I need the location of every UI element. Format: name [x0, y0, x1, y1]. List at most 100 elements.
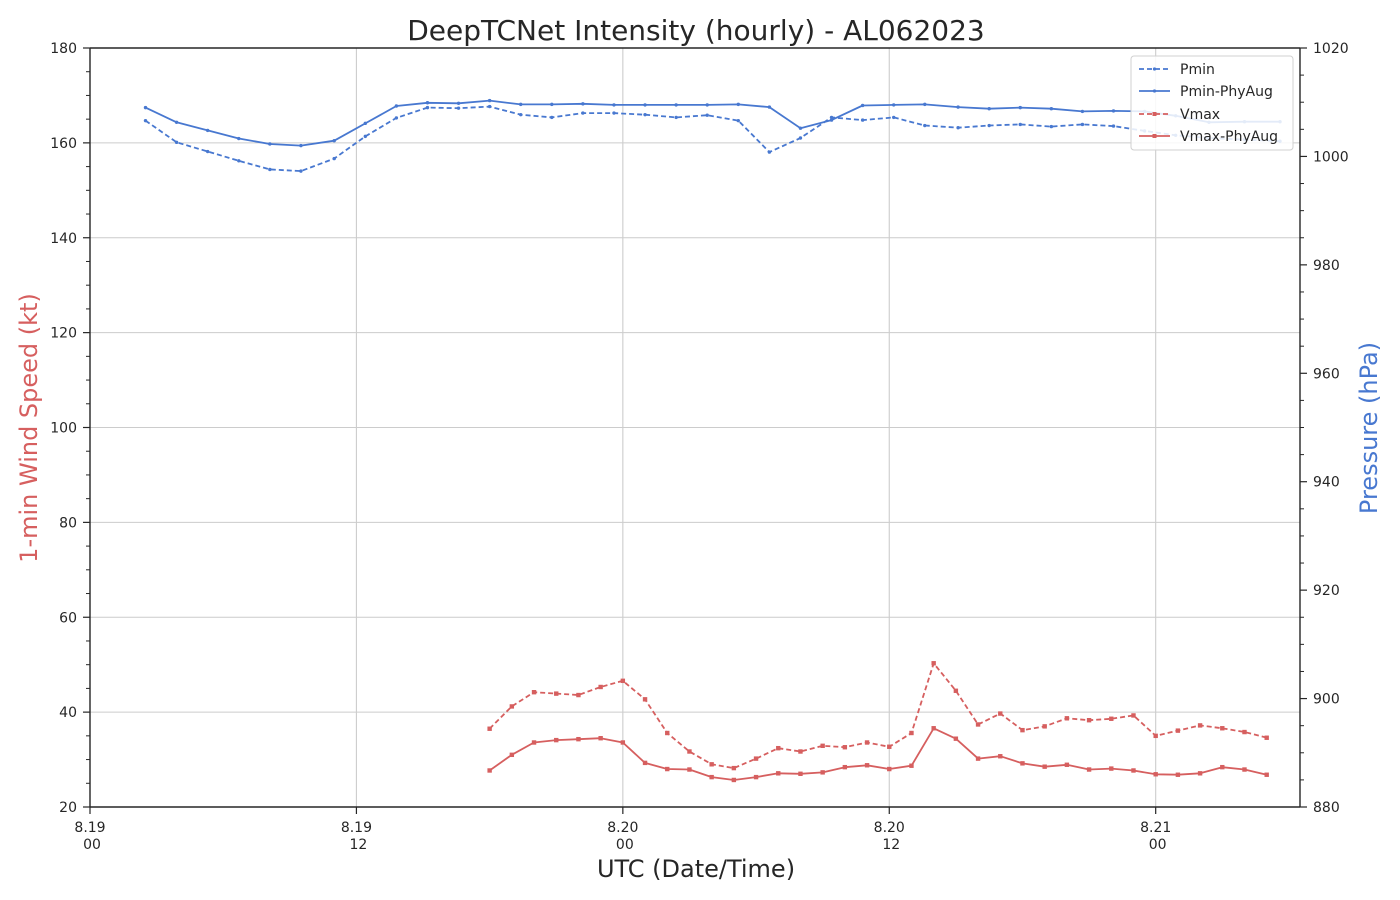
data-point	[665, 766, 670, 772]
data-point	[1153, 733, 1158, 739]
data-point	[620, 740, 626, 745]
data-point	[1220, 726, 1225, 731]
data-point	[842, 745, 848, 750]
x-tick-label-time: 00	[616, 837, 634, 853]
data-point	[519, 112, 523, 117]
data-point	[531, 740, 537, 745]
y-tick-label-left: 40	[59, 705, 77, 721]
data-point	[1175, 772, 1181, 777]
data-point	[643, 112, 647, 117]
grid-lines	[89, 47, 1300, 808]
y-tick-label-right: 960	[1313, 366, 1340, 382]
y-tick-label-right: 1020	[1313, 41, 1349, 57]
data-point	[554, 737, 559, 743]
data-point	[550, 102, 554, 107]
legend: Pmin Pmin-PhyAug Vmax Vmax-PhyAug	[1130, 55, 1294, 151]
y-tick-label-right: 940	[1313, 475, 1340, 491]
x-tick-label-date: 8.19	[341, 820, 372, 836]
data-point	[767, 150, 772, 154]
data-point	[767, 105, 772, 109]
data-point	[394, 104, 399, 108]
data-point	[998, 754, 1003, 759]
data-point	[820, 743, 825, 749]
data-point	[487, 98, 492, 103]
data-point	[931, 661, 936, 666]
data-point	[1018, 105, 1022, 110]
data-point	[643, 103, 647, 107]
data-point	[887, 766, 892, 772]
data-point	[1086, 717, 1092, 723]
data-point	[576, 736, 581, 742]
y-axis-label-left: 1-min Wind Speed (kt)	[15, 293, 43, 563]
data-point	[829, 118, 834, 122]
y-tick-label-left: 140	[50, 231, 77, 247]
data-point	[1064, 762, 1070, 767]
data-point	[598, 736, 603, 741]
data-point	[892, 103, 896, 107]
data-point	[487, 104, 492, 109]
data-point	[1175, 728, 1181, 733]
x-tick-label-date: 8.21	[1140, 820, 1171, 836]
data-point	[1197, 723, 1203, 728]
data-point	[674, 103, 678, 107]
data-point	[612, 111, 616, 115]
legend-item-pmin-phyaug: Pmin-PhyAug	[1139, 84, 1273, 100]
data-point	[1020, 761, 1025, 766]
data-point	[299, 169, 303, 173]
data-point	[581, 111, 585, 115]
data-point	[237, 136, 241, 141]
y-tick-label-left: 160	[50, 136, 77, 152]
y-tick-label-left: 100	[50, 421, 77, 437]
data-point	[1197, 771, 1203, 776]
data-point	[509, 704, 515, 709]
data-point	[731, 765, 737, 771]
data-point	[975, 722, 981, 727]
legend-item-vmax-phyaug: Vmax-PhyAug	[1139, 129, 1278, 145]
data-point	[798, 126, 803, 130]
series-line-pmin-phyaug	[145, 99, 1280, 147]
data-point	[598, 684, 603, 690]
data-point	[268, 167, 272, 172]
data-point	[205, 128, 210, 133]
legend-label-pmin-phyaug: Pmin-PhyAug	[1180, 84, 1273, 100]
data-point	[1042, 724, 1047, 729]
data-point	[1242, 729, 1247, 735]
data-point	[709, 774, 714, 780]
data-point	[705, 103, 709, 107]
series-line-vmax	[488, 662, 1267, 769]
data-point	[1086, 767, 1092, 772]
y-tick-label-right: 1000	[1313, 149, 1349, 165]
data-point	[860, 103, 865, 108]
y-tick-label-right: 900	[1313, 692, 1340, 708]
data-point	[1018, 122, 1022, 127]
data-point	[620, 678, 626, 684]
data-point	[425, 101, 430, 105]
data-point	[1109, 766, 1114, 771]
data-point	[923, 102, 927, 107]
data-point	[550, 115, 554, 120]
data-point	[687, 767, 692, 772]
y-tick-label-right: 880	[1313, 800, 1340, 816]
data-point	[753, 756, 759, 761]
legend-label-pmin: Pmin	[1180, 62, 1215, 78]
series-line-pmin	[144, 105, 1281, 173]
x-tick-label-date: 8.20	[607, 820, 638, 836]
data-point	[1242, 767, 1247, 772]
data-point	[1064, 716, 1070, 721]
data-point	[332, 156, 336, 161]
data-point	[487, 768, 492, 773]
data-point	[998, 711, 1003, 716]
data-point	[509, 752, 515, 758]
data-point	[612, 103, 616, 107]
data-point	[860, 118, 865, 122]
data-point	[1020, 727, 1025, 733]
y-tick-label-left: 20	[59, 800, 77, 816]
data-point	[531, 690, 537, 695]
data-point	[174, 140, 179, 145]
data-point	[1153, 772, 1158, 777]
data-point	[953, 736, 959, 741]
data-point	[1111, 124, 1116, 128]
legend-box	[1130, 55, 1294, 151]
legend-item-vmax: Vmax	[1139, 107, 1220, 123]
data-point	[1131, 713, 1136, 718]
